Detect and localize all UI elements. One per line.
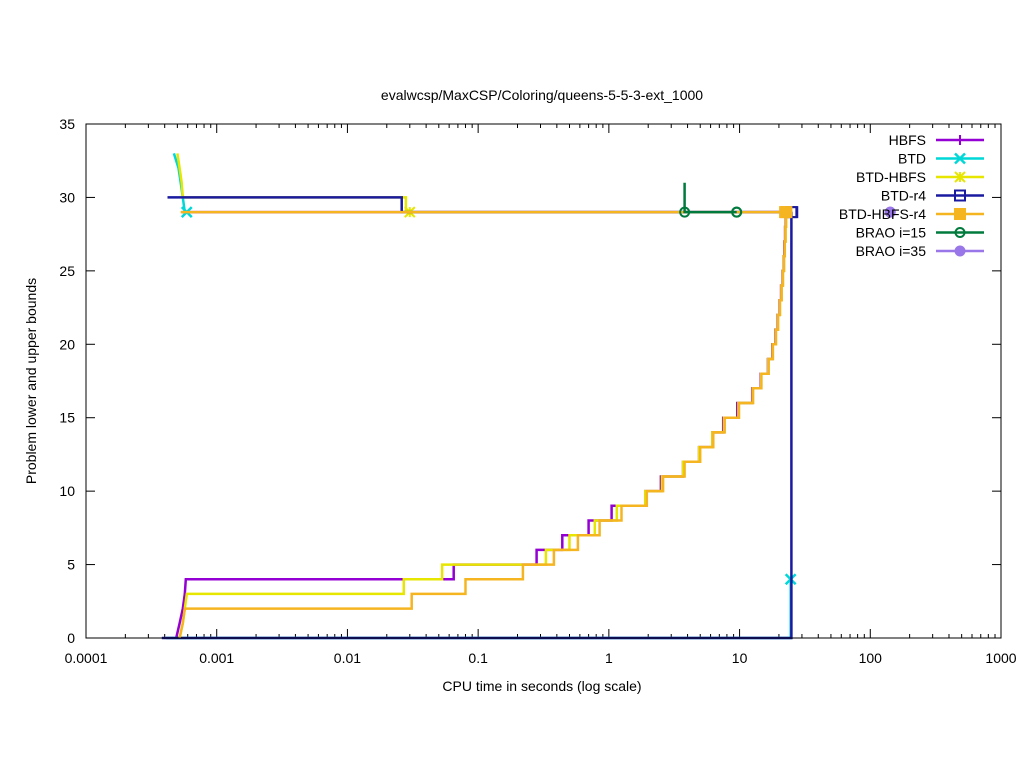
y-ticks: 0 5 10 15 20 25 30 35 bbox=[59, 116, 1001, 646]
series-btd-hbfs-r4 bbox=[178, 206, 793, 639]
legend-label-brao-i-15: BRAO i=15 bbox=[856, 225, 927, 241]
series-brao-i-35 bbox=[884, 206, 896, 218]
series-line-lower-btd-hbfs-r4 bbox=[178, 210, 788, 639]
y-tick-label: 30 bbox=[59, 189, 75, 205]
series-btd-r4 bbox=[161, 196, 799, 640]
y-tick-label: 35 bbox=[59, 116, 75, 132]
x-tick-label: 0.1 bbox=[468, 650, 488, 666]
legend: HBFS BTD BTD-HBFS BTD-r4 BTD-HBFS-r4 BRAO i=1… bbox=[839, 132, 984, 259]
data-point-brao-i-15 bbox=[679, 206, 691, 218]
legend-label-brao-i-35: BRAO i=35 bbox=[856, 243, 927, 259]
legend-marker-hbfs bbox=[955, 135, 965, 145]
legend-marker-btd-hbfs-r4 bbox=[954, 208, 966, 220]
y-tick-label: 0 bbox=[67, 630, 75, 646]
data-point-brao-i-15 bbox=[731, 206, 743, 218]
data-point-brao-i-35 bbox=[884, 206, 896, 218]
y-tick-label: 20 bbox=[59, 336, 75, 352]
series-line-lower-btd-r4 bbox=[161, 212, 793, 640]
legend-label-btd-hbfs: BTD-HBFS bbox=[856, 169, 926, 185]
legend-label-btd: BTD bbox=[898, 151, 926, 167]
y-tick-label: 25 bbox=[59, 263, 75, 279]
legend-label-btd-r4: BTD-r4 bbox=[881, 188, 926, 204]
x-tick-label: 1000 bbox=[985, 650, 1016, 666]
series-hbfs bbox=[174, 207, 791, 639]
series-line-lower-hbfs bbox=[174, 210, 787, 639]
legend-marker-btd-r4 bbox=[954, 189, 966, 202]
plot-frame bbox=[85, 123, 1002, 639]
y-tick-label: 5 bbox=[67, 557, 75, 573]
x-tick-label: 0.01 bbox=[334, 650, 361, 666]
legend-marker-brao-i-15 bbox=[954, 227, 966, 238]
series-btd-hbfs bbox=[176, 153, 792, 639]
series-line-lower-btd-hbfs bbox=[178, 210, 788, 639]
plot-series bbox=[161, 153, 896, 640]
y-axis-label: Problem lower and upper bounds bbox=[23, 278, 39, 484]
x-axis-label: CPU time in seconds (log scale) bbox=[442, 678, 641, 694]
series-brao-i-15 bbox=[679, 182, 743, 218]
data-point-btd-hbfs-r4 bbox=[779, 206, 792, 219]
series-line-upper-brao-i-15 bbox=[683, 182, 737, 214]
legend-marker-brao-i-35 bbox=[954, 245, 966, 257]
x-tick-label: 0.001 bbox=[199, 650, 234, 666]
legend-marker-btd bbox=[954, 152, 966, 165]
y-tick-label: 10 bbox=[59, 483, 75, 499]
legend-marker-btd-hbfs bbox=[954, 171, 966, 183]
x-tick-label: 1 bbox=[605, 650, 613, 666]
series-line-upper-btd bbox=[172, 153, 187, 214]
y-tick-label: 15 bbox=[59, 410, 75, 426]
chart-title: evalwcsp/MaxCSP/Coloring/queens-5-5-3-ex… bbox=[381, 87, 703, 103]
x-tick-label: 0.0001 bbox=[65, 650, 108, 666]
legend-label-btd-hbfs-r4: BTD-HBFS-r4 bbox=[839, 206, 926, 222]
x-tick-label: 100 bbox=[859, 650, 883, 666]
series-line-upper-btd-r4 bbox=[167, 196, 793, 214]
series-line-upper-btd-hbfs bbox=[176, 153, 410, 214]
legend-label-hbfs: HBFS bbox=[889, 132, 926, 148]
x-tick-label: 10 bbox=[732, 650, 748, 666]
x-ticks: 0.0001 0.001 0.01 0.1 1 10 100 1000 bbox=[65, 124, 1017, 666]
